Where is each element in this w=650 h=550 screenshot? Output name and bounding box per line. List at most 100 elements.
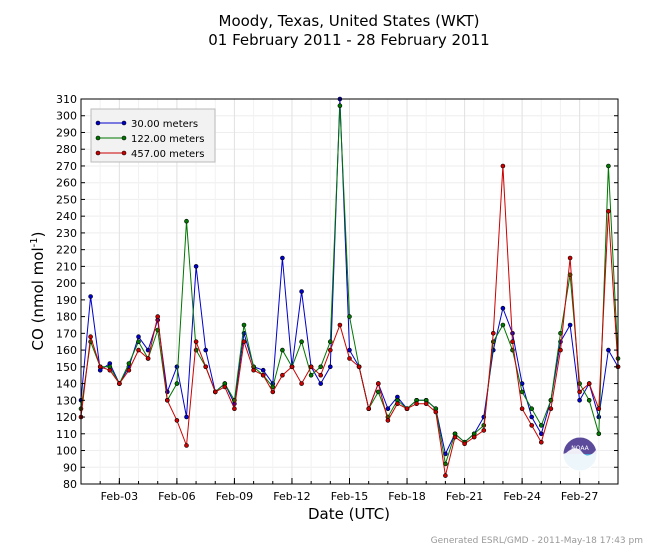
x-tick-label: Feb-12 [273,490,310,503]
data-point [548,406,554,412]
legend-marker [95,135,101,141]
data-point [519,389,525,395]
data-point [193,264,199,269]
legend-item: 30.00 meters [95,119,198,130]
x-axis-ticks: Feb-03 Feb-06 Feb-09 Feb-12 Feb-15 Feb-18 Feb-… [80,478,600,503]
data-point [538,423,544,428]
y-tick-label: 90 [63,461,77,474]
data-point [97,364,103,370]
y-tick-label: 300 [56,110,77,123]
data-point [126,367,132,373]
data-point [308,364,314,370]
legend-item: 122.00 meters [95,134,204,145]
noaa-logo-text: NOAA [571,445,589,452]
data-point [260,372,266,378]
data-point [347,314,352,319]
x-tick-label: Feb-18 [388,490,425,503]
data-point [462,441,467,447]
x-tick-label: Feb-21 [446,490,483,503]
data-point [577,397,582,403]
data-point [126,361,132,366]
y-tick-label: 180 [56,311,77,324]
data-point [538,439,544,445]
y-axis-label: CO (nmol mol-1) [29,232,47,351]
data-point [136,347,141,353]
x-tick-label: Feb-09 [216,490,253,503]
data-point [500,322,506,328]
data-point [606,347,611,353]
data-point [299,289,304,294]
data-point [337,322,343,328]
data-point [222,384,228,390]
legend-label: 30.00 meters [131,119,198,130]
data-point [596,414,602,420]
data-point [529,423,535,428]
legend-marker [95,150,101,156]
data-point [414,401,419,407]
y-tick-label: 260 [56,177,77,190]
y-tick-label: 220 [56,244,77,257]
data-point [145,356,151,361]
data-point [395,401,400,407]
data-point [193,339,199,345]
y-tick-label: 100 [56,445,77,458]
data-point [318,381,324,386]
data-point [385,406,391,412]
data-point [136,334,141,340]
series-2 [78,163,621,478]
data-point [404,406,410,412]
y-tick-label: 280 [56,143,77,156]
data-point [567,322,573,328]
x-tick-label: Feb-06 [158,490,195,503]
data-point [596,431,602,437]
legend-label: 457.00 meters [131,149,204,160]
y-axis-label-superscript: -1 [29,237,40,247]
y-tick-label: 150 [56,361,77,374]
data-point [481,428,487,433]
y-tick-label: 170 [56,327,77,340]
legend-marker [121,150,127,156]
data-point [347,347,352,353]
legend: 30.00 meters 122.00 meters 457.00 meters [90,108,216,163]
data-point [117,381,122,386]
y-tick-label: 250 [56,193,77,206]
data-point [299,339,304,345]
data-point [174,381,180,386]
y-tick-label: 140 [56,378,77,391]
data-point [337,103,343,108]
y-tick-label: 210 [56,260,77,273]
x-tick-label: Feb-27 [561,490,598,503]
data-point [270,389,276,395]
data-point [308,372,314,378]
legend-label: 122.00 meters [131,134,204,145]
x-axis-label: Date (UTC) [308,505,390,523]
data-point [107,367,113,373]
legend-marker [95,120,101,126]
y-tick-label: 290 [56,126,77,139]
data-point [299,381,304,386]
data-point [471,434,477,440]
legend-marker [121,120,127,126]
data-point [136,339,141,345]
data-point [289,364,295,370]
data-point [88,334,93,340]
data-point [318,364,324,370]
data-point [577,389,582,395]
data-point [423,401,429,407]
data-point [270,384,276,390]
data-point [327,364,333,370]
y-axis-ticks: 80 90 100 110 120 130 140 150 160 170 180 190 200 210… [56,93,618,491]
data-point [567,255,573,261]
data-point [327,347,333,353]
data-point [174,418,180,423]
data-point [558,347,563,353]
data-point [241,339,247,345]
y-tick-label: 200 [56,277,77,290]
y-tick-label: 110 [56,428,77,441]
data-point [443,473,448,478]
data-point [260,367,266,373]
data-point [347,356,352,361]
plot-series [78,96,621,478]
data-point [165,397,170,403]
